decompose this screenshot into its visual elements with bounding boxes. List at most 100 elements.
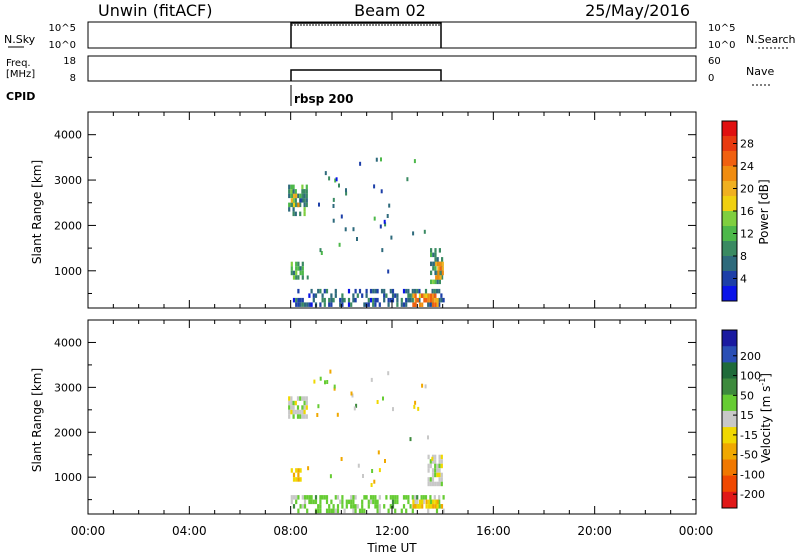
echo-cell (295, 266, 298, 271)
echo-cell (332, 297, 335, 303)
echo-cell (317, 504, 320, 509)
echo-cell (310, 302, 313, 307)
echo-cell (288, 207, 291, 212)
echo-cell (432, 298, 435, 303)
echo-cell (385, 495, 388, 500)
echo-cell (427, 477, 430, 482)
echo-cell (378, 504, 381, 509)
echo-cell (347, 499, 351, 505)
echo-cell (438, 297, 441, 303)
echo-cell (305, 193, 308, 199)
echo-cell (299, 468, 302, 473)
echo-cell (354, 508, 357, 514)
echo-cell (432, 266, 435, 271)
echo-cell (299, 211, 302, 217)
y-tick-label: 1000 (54, 471, 82, 484)
echo-cell (354, 288, 357, 294)
echo-cell (353, 406, 356, 411)
echo-cell (292, 211, 295, 217)
velocity-plot-bg (88, 320, 696, 514)
echo-cell (319, 508, 322, 514)
echo-cell (376, 504, 379, 509)
echo-cell (336, 412, 339, 417)
echo-cell (332, 218, 335, 223)
colorbar-swatch (722, 378, 737, 396)
echo-cell (433, 288, 436, 294)
echo-cell (429, 495, 432, 500)
echo-cell (385, 293, 388, 298)
echo-cell (288, 396, 291, 401)
x-tick-label: 08:00 (273, 524, 308, 538)
echo-cell (375, 157, 378, 162)
nsky-frame (87, 21, 697, 49)
echo-cell (441, 275, 444, 280)
echo-cell (388, 203, 391, 208)
echo-cell (432, 252, 435, 258)
echo-cell (440, 297, 443, 303)
echo-cell (301, 193, 304, 199)
colorbar-tick-label: -15 (740, 429, 758, 442)
echo-cell (413, 404, 416, 409)
echo-cell (425, 499, 428, 505)
echo-cell (303, 189, 306, 194)
echo-cell (439, 261, 442, 267)
echo-cell (320, 251, 323, 255)
echo-cell (373, 184, 376, 189)
echo-cell (332, 504, 335, 509)
echo-cell (413, 499, 417, 505)
echo-cell (440, 454, 443, 460)
echo-cell (339, 297, 342, 303)
echo-cell (363, 302, 366, 307)
echo-region (292, 288, 445, 307)
echo-cell (427, 454, 430, 460)
echo-cell (299, 414, 302, 419)
colorbar-tick-label: 50 (740, 389, 754, 402)
echo-cell (376, 288, 379, 294)
echo-cell (330, 293, 333, 298)
echo-cell (442, 508, 445, 514)
echo-cell (420, 495, 423, 500)
echo-cell (296, 405, 300, 410)
echo-cell (299, 198, 302, 203)
echo-cell (423, 229, 426, 234)
echo-cell (383, 297, 386, 303)
echo-cell (323, 302, 326, 307)
echo-cell (432, 279, 435, 285)
echo-cell (288, 184, 291, 190)
echo-cell (429, 477, 432, 482)
echo-cell (369, 495, 373, 500)
echo-cell (440, 472, 443, 478)
nave-tick-high: 60 (708, 56, 721, 67)
echo-cell (336, 508, 340, 514)
colorbar-tick-label: 200 (740, 350, 761, 363)
echo-region (290, 468, 302, 482)
echo-cell (400, 508, 403, 514)
echo-cell (312, 297, 315, 303)
echo-cell (354, 297, 357, 303)
echo-cell (295, 477, 298, 482)
echo-cell (435, 275, 438, 280)
echo-cell (418, 504, 422, 509)
echo-cell (441, 257, 444, 262)
echo-cell (303, 207, 306, 212)
echo-cell (323, 495, 326, 500)
echo-cell (422, 495, 425, 500)
echo-cell (301, 198, 304, 203)
echo-cell (350, 499, 353, 505)
echo-cell (438, 481, 441, 487)
echo-cell (429, 481, 432, 487)
echo-cell (345, 191, 348, 196)
echo-cell (409, 437, 412, 442)
echo-cell (296, 193, 300, 199)
echo-cell (442, 495, 445, 500)
echo-cell (378, 468, 381, 473)
echo-cell (325, 288, 329, 294)
echo-cell (356, 504, 359, 509)
echo-cell (352, 495, 355, 500)
echo-cell (374, 302, 377, 307)
echo-cell (292, 409, 295, 415)
power-panel: 1000 2000 3000 4000 Slant Range [km] 4 8 12 16… (30, 111, 771, 309)
echo-cell (427, 499, 430, 505)
echo-cell (409, 293, 412, 298)
